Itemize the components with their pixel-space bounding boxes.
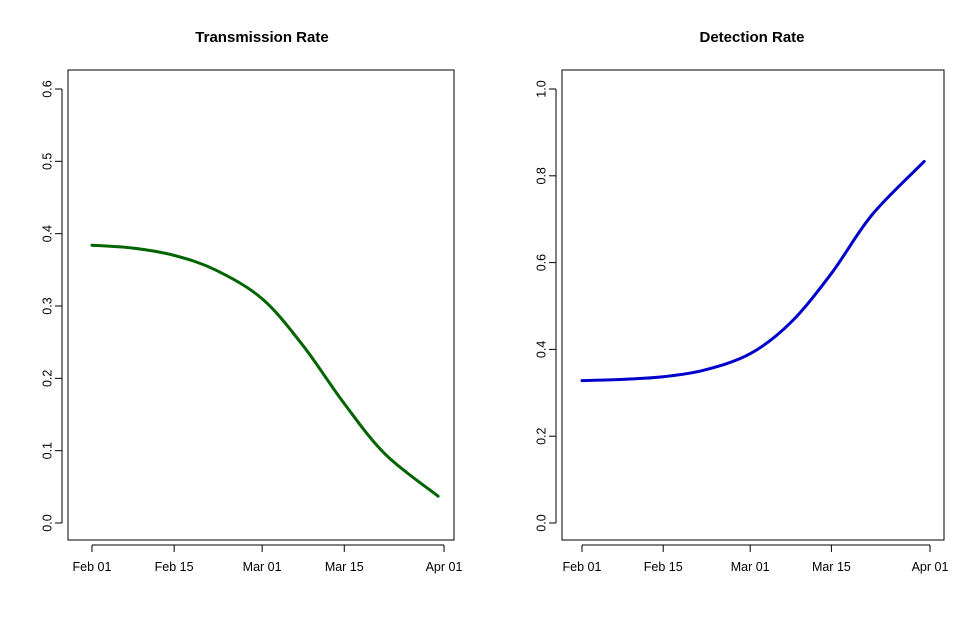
x-tick-label: Mar 01 [731, 560, 770, 574]
x-tick-label: Mar 15 [812, 560, 851, 574]
x-tick-label: Apr 01 [426, 560, 463, 574]
detection-rate-title: Detection Rate [699, 29, 804, 46]
y-tick-label: 0.1 [40, 442, 54, 459]
transmission-y-axis: 0.0 0.1 0.2 0.3 0.4 0.5 0.6 [40, 80, 63, 532]
y-tick-label: 0.4 [40, 225, 54, 242]
x-tick-label: Feb 15 [644, 560, 683, 574]
y-tick-label: 0.0 [534, 514, 548, 531]
detection-y-axis: 0.0 0.2 0.4 0.6 0.8 1.0 [534, 80, 557, 532]
x-tick-label: Apr 01 [912, 560, 949, 574]
y-tick-label: 1.0 [534, 80, 548, 97]
x-tick-label: Feb 01 [563, 560, 602, 574]
y-tick-label: 0.0 [40, 514, 54, 531]
transmission-plot-frame [67, 69, 455, 541]
detection-x-axis: Feb 01 Feb 15 Mar 01 Mar 15 Apr 01 [563, 544, 949, 574]
transmission-x-axis: Feb 01 Feb 15 Mar 01 Mar 15 Apr 01 [73, 544, 463, 574]
x-tick-label: Mar 15 [325, 560, 364, 574]
y-tick-label: 0.4 [534, 341, 548, 358]
y-tick-label: 0.2 [40, 370, 54, 387]
y-tick-label: 0.6 [40, 80, 54, 97]
y-tick-label: 0.5 [40, 153, 54, 170]
y-tick-label: 0.2 [534, 427, 548, 444]
detection-rate-line [580, 159, 926, 383]
x-tick-label: Feb 01 [73, 560, 112, 574]
y-tick-label: 0.8 [534, 167, 548, 184]
y-tick-label: 0.6 [534, 254, 548, 271]
transmission-rate-panel: Transmission Rate 0.00.10.20.30.40.50.6 … [40, 29, 462, 574]
transmission-rate-title: Transmission Rate [195, 29, 328, 46]
detection-rate-panel: Detection Rate 0.0 0.2 0.4 0.6 0.8 1.0 Feb 01… [534, 29, 948, 574]
x-tick-label: Feb 15 [155, 560, 194, 574]
y-tick-label: 0.3 [40, 297, 54, 314]
detection-plot-frame [561, 69, 945, 541]
transmission-rate-line [90, 243, 440, 498]
x-tick-label: Mar 01 [243, 560, 282, 574]
